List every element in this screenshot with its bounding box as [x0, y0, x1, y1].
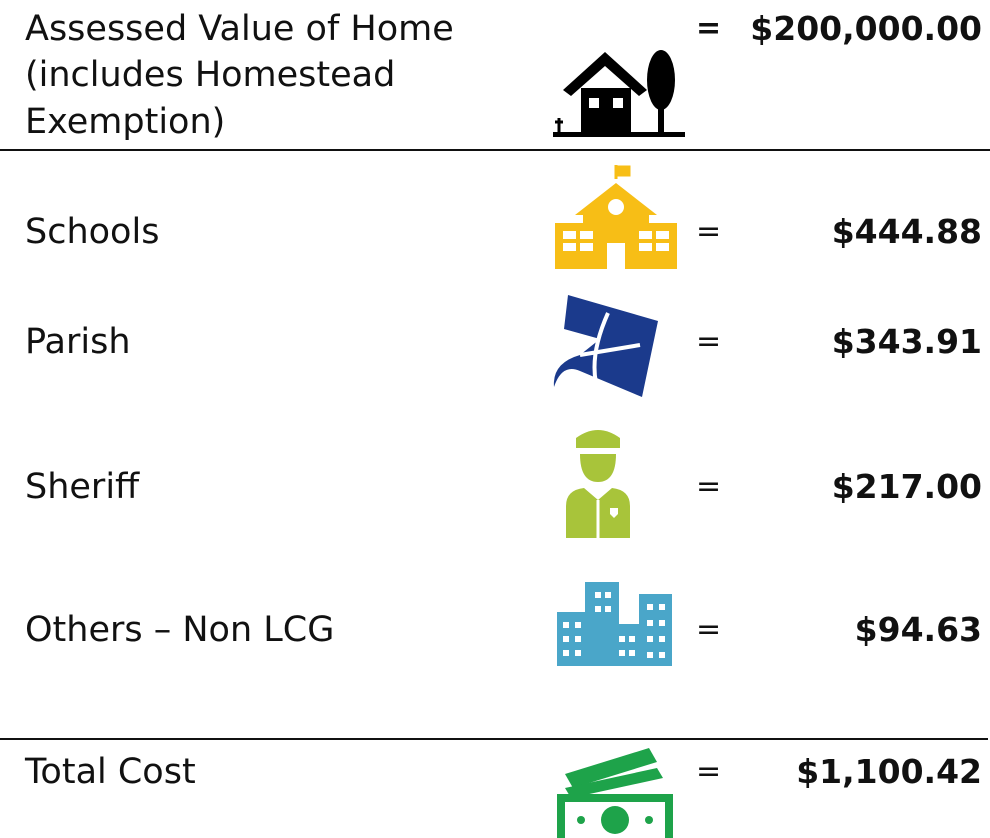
sheriff-icon	[566, 430, 630, 538]
equals: =	[696, 214, 722, 249]
header-label: (includes Homestead	[25, 55, 396, 95]
value: $94.63	[854, 610, 982, 649]
parish-icon	[553, 295, 658, 397]
value: $444.88	[831, 212, 982, 251]
equals: =	[696, 612, 722, 647]
row-label: Parish	[25, 322, 131, 362]
value: $343.91	[831, 322, 982, 361]
equals: =	[696, 469, 722, 504]
divider	[0, 738, 988, 740]
money-icon	[557, 748, 673, 838]
school-icon	[555, 165, 677, 269]
house-icon	[553, 50, 685, 137]
total-label: Total Cost	[25, 752, 196, 792]
equals: =	[696, 754, 722, 789]
value: $217.00	[831, 467, 982, 506]
buildings-icon	[557, 582, 672, 666]
header-label: Exemption)	[25, 102, 226, 142]
header-label: Assessed Value of Home	[25, 9, 454, 49]
value: $200,000.00	[750, 9, 982, 48]
total-value: $1,100.42	[796, 752, 982, 791]
row-label: Sheriff	[25, 467, 140, 507]
row-label: Schools	[25, 212, 160, 252]
equals: =	[696, 11, 722, 46]
divider	[0, 149, 990, 151]
row-label: Others – Non LCG	[25, 610, 335, 650]
equals: =	[696, 324, 722, 359]
